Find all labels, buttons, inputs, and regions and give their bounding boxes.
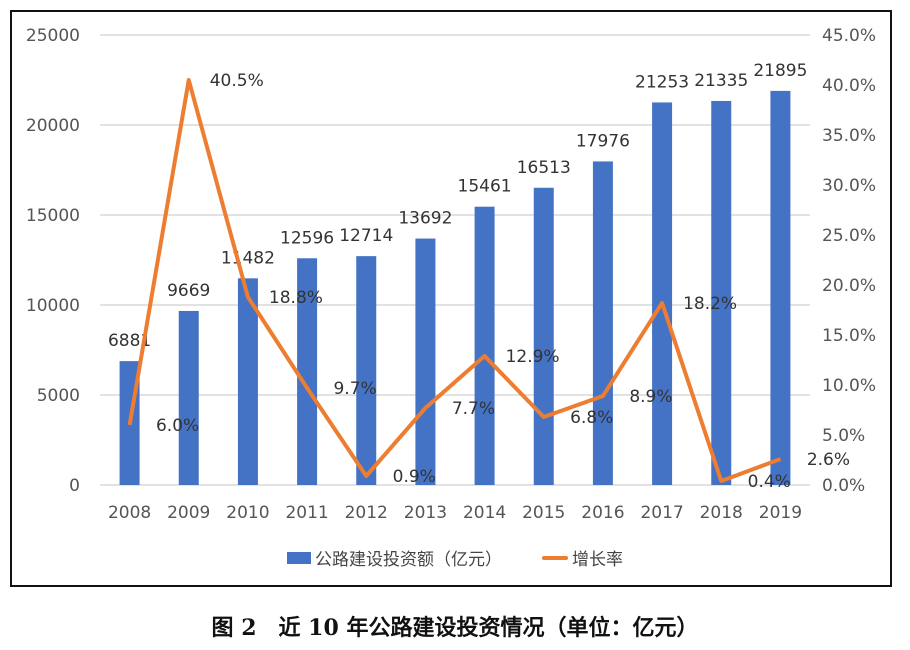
x-tick-label: 2009 (167, 503, 210, 523)
y-left-tick-label: 10000 (26, 296, 80, 316)
bar-value-label: 13692 (398, 209, 452, 229)
bar-value-label: 12596 (280, 228, 334, 248)
x-tick-label: 2014 (463, 503, 506, 523)
bar (770, 90, 791, 485)
y-right-tick-label: 0.0% (822, 476, 865, 496)
bar (297, 258, 318, 485)
y-right-tick-label: 10.0% (822, 376, 876, 396)
x-tick-label: 2018 (700, 503, 743, 523)
line-value-label: 2.6% (807, 450, 850, 470)
y-right-tick-label: 40.0% (822, 76, 876, 96)
bar (415, 238, 436, 485)
line-value-label: 18.8% (269, 288, 323, 308)
line-value-label: 8.9% (629, 387, 672, 407)
x-tick-label: 2008 (108, 503, 151, 523)
bar-value-label: 12714 (339, 226, 393, 246)
legend-label-growth: 增长率 (572, 550, 623, 570)
y-left-tick-label: 25000 (26, 26, 80, 46)
bar-value-label: 9669 (167, 281, 210, 301)
line-value-label: 9.7% (333, 379, 376, 399)
growth-line (127, 78, 782, 483)
combo-chart: 0 5000 10000 15000 20000 25000 0.0% 5.0% 10.0% 15… (26, 26, 876, 523)
y-left-tick-label: 15000 (26, 206, 80, 226)
y-right-tick-label: 35.0% (822, 126, 876, 146)
bar-value-label: 6881 (108, 331, 151, 351)
bar-value-label: 21895 (753, 61, 807, 81)
bar (592, 161, 613, 485)
legend: 公路建设投资额（亿元） 增长率 (0, 545, 910, 570)
y-right-tick-label: 30.0% (822, 176, 876, 196)
figure-caption: 图 2 近 10 年公路建设投资情况（单位：亿元） (211, 615, 699, 641)
x-tick-label: 2010 (226, 503, 269, 523)
bar-value-label: 21335 (694, 71, 748, 91)
line-value-label: 6.0% (156, 416, 199, 436)
y-left-tick-label: 0 (69, 476, 80, 496)
x-tick-label: 2017 (640, 503, 683, 523)
y-left-tick-label: 20000 (26, 116, 80, 136)
x-tick-label: 2019 (759, 503, 802, 523)
y-right-tick-label: 5.0% (822, 426, 865, 446)
legend-item-investment: 公路建设投资额（亿元） (287, 545, 502, 570)
bar (178, 310, 199, 485)
bar-value-label: 17976 (576, 131, 630, 151)
y-left-tick-label: 5000 (37, 386, 80, 406)
legend-line-swatch (542, 555, 568, 560)
legend-bar-swatch (287, 551, 311, 564)
bar-value-label: 16513 (517, 158, 571, 178)
bar (711, 100, 732, 485)
line-value-label: 0.4% (748, 472, 791, 492)
line-value-label: 7.7% (452, 399, 495, 419)
bar-value-label: 15461 (458, 177, 512, 197)
bar-value-label: 21253 (635, 72, 689, 92)
y-right-tick-label: 15.0% (822, 326, 876, 346)
line-value-label: 12.9% (506, 347, 560, 367)
bar-value-label: 11482 (221, 248, 275, 268)
y-right-tick-label: 45.0% (822, 26, 876, 46)
legend-item-growth: 增长率 (542, 545, 623, 570)
legend-label-investment: 公路建设投资额（亿元） (315, 550, 502, 570)
chart-frame (10, 10, 892, 587)
line-value-label: 18.2% (683, 294, 737, 314)
x-tick-label: 2011 (285, 503, 328, 523)
line-value-label: 6.8% (570, 408, 613, 428)
bar (474, 206, 495, 485)
y-right-tick-label: 25.0% (822, 226, 876, 246)
bar (533, 187, 554, 486)
bar (237, 278, 258, 485)
x-tick-label: 2016 (581, 503, 624, 523)
x-tick-label: 2013 (404, 503, 447, 523)
line-value-label: 40.5% (210, 71, 264, 91)
y-right-tick-label: 20.0% (822, 276, 876, 296)
x-tick-label: 2015 (522, 503, 565, 523)
bar (356, 256, 377, 485)
bar (652, 102, 673, 486)
x-tick-label: 2012 (345, 503, 388, 523)
line-value-label: 0.9% (393, 467, 436, 487)
